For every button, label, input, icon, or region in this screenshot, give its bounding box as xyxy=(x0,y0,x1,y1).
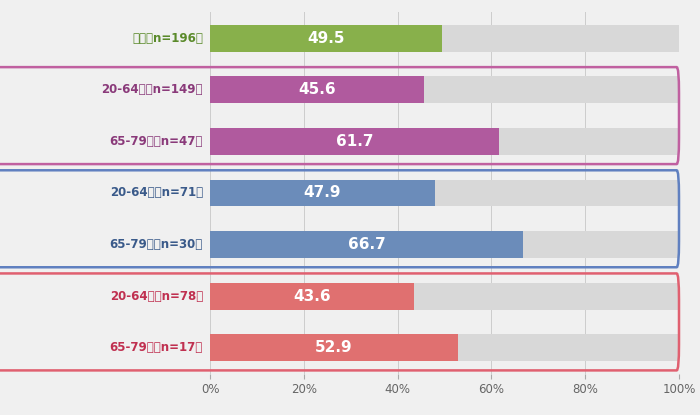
Bar xyxy=(210,334,458,361)
Bar xyxy=(210,231,679,258)
Text: 66.7: 66.7 xyxy=(347,237,385,252)
Bar xyxy=(210,283,414,310)
Bar xyxy=(210,283,679,310)
Text: 52.9: 52.9 xyxy=(315,340,353,355)
Text: 20-64歳（n=71）: 20-64歳（n=71） xyxy=(110,186,203,200)
Text: 61.7: 61.7 xyxy=(336,134,373,149)
Text: 47.9: 47.9 xyxy=(304,186,341,200)
Text: 65-79歳（n=47）: 65-79歳（n=47） xyxy=(110,135,203,148)
Text: 20-64歳（n=149）: 20-64歳（n=149） xyxy=(102,83,203,96)
Bar xyxy=(210,128,499,155)
Bar xyxy=(210,231,523,258)
Text: 20-64歳（n=78）: 20-64歳（n=78） xyxy=(110,290,203,303)
Text: 43.6: 43.6 xyxy=(293,288,331,304)
Bar xyxy=(210,25,679,51)
Text: 全体（n=196）: 全体（n=196） xyxy=(132,32,203,45)
Text: 49.5: 49.5 xyxy=(307,31,345,46)
Bar xyxy=(210,128,679,155)
Text: 65-79歳（n=30）: 65-79歳（n=30） xyxy=(110,238,203,251)
Bar xyxy=(210,76,424,103)
Text: 65-79歳（n=17）: 65-79歳（n=17） xyxy=(110,341,203,354)
Bar xyxy=(210,180,435,206)
Text: 45.6: 45.6 xyxy=(298,82,336,98)
Bar xyxy=(210,25,442,51)
Bar xyxy=(210,76,679,103)
Bar xyxy=(210,180,679,206)
Bar xyxy=(210,334,679,361)
